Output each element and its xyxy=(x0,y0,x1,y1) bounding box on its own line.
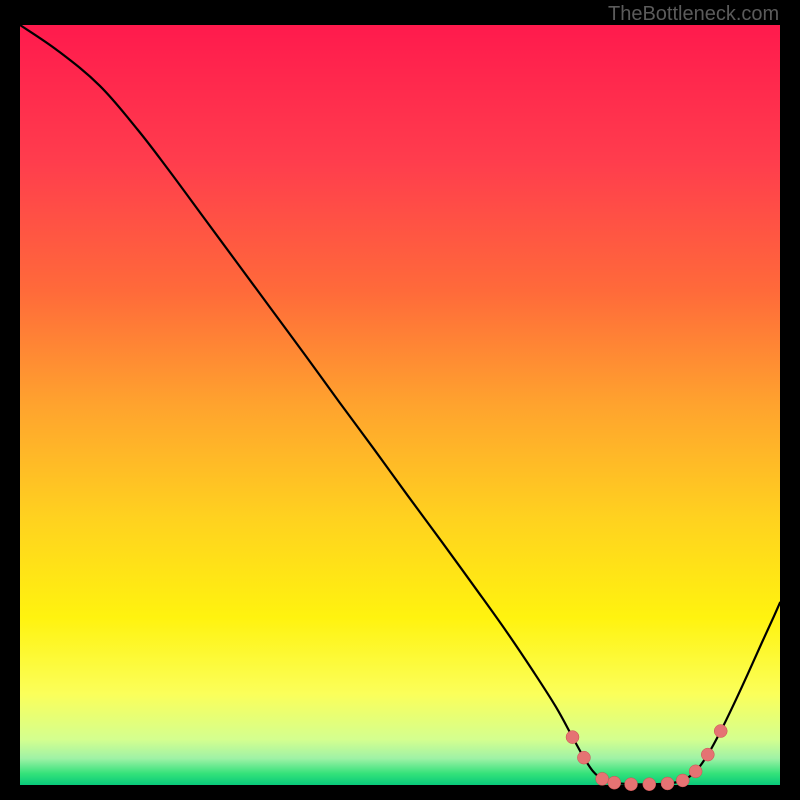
chart-container: TheBottleneck.com xyxy=(0,0,800,800)
attribution-label: TheBottleneck.com xyxy=(608,3,779,26)
plot-area xyxy=(20,25,780,785)
